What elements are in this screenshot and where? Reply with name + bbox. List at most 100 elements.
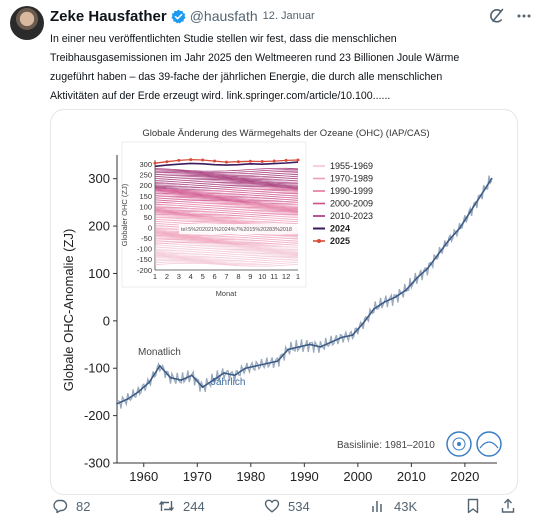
main-y-tick-label: -100 — [84, 361, 110, 376]
inset-x-tick-label: 2 — [165, 272, 169, 281]
annual-point — [415, 277, 418, 280]
author-handle[interactable]: @hausfath — [189, 8, 258, 24]
share-button[interactable] — [500, 498, 516, 514]
inset-y-tick-label: 0 — [148, 223, 152, 232]
annual-point — [373, 308, 375, 310]
inset-points-2025 — [153, 158, 300, 165]
annual-point — [383, 300, 386, 303]
reply-count: 82 — [76, 498, 91, 514]
legend-marker — [317, 239, 321, 243]
inset-year-line — [154, 262, 299, 267]
views-count: 43K — [394, 498, 418, 514]
inset-point-2025 — [260, 159, 264, 163]
inset-point-2025 — [165, 160, 169, 164]
bookmark-icon — [467, 498, 479, 514]
inset-year-line — [154, 204, 299, 209]
post-text-line: Aktivitäten auf der Erde erzeugt wird. l… — [50, 90, 391, 102]
like-count: 534 — [288, 498, 310, 514]
inset-year-line — [154, 246, 299, 250]
reply-button[interactable]: 82 — [52, 498, 90, 514]
annual-point — [212, 379, 215, 381]
inset-year-line — [154, 239, 299, 243]
annual-point — [244, 367, 247, 370]
inset-year-line — [154, 205, 299, 210]
post-date[interactable]: 12. Januar — [262, 10, 315, 22]
inset-y-axis-label: Globaler OHC (ZJ) — [120, 183, 129, 246]
repost-button[interactable]: 244 — [158, 498, 205, 514]
inset-year-line — [154, 202, 298, 207]
inset-y-tick-label: -50 — [141, 234, 152, 243]
inset-year-line — [154, 234, 299, 239]
main-x-tick-label: 2020 — [450, 469, 479, 484]
reply-icon — [53, 499, 68, 514]
repost-count: 244 — [183, 498, 205, 514]
annual-point — [233, 374, 236, 377]
inset-year-line — [154, 218, 299, 222]
inset-x-tick-label: 1 — [296, 272, 300, 281]
inset-x-axis-label: Monat — [216, 289, 238, 298]
inset-year-line — [154, 215, 299, 220]
author-name[interactable]: Zeke Hausfather — [50, 7, 167, 25]
views-icon — [372, 501, 382, 512]
inset-year-line — [154, 194, 299, 199]
bookmark-button[interactable] — [466, 498, 480, 514]
inset-x-ticks: 1 2 3 4 5 6 7 8 9 10 11 12 1 — [153, 272, 300, 281]
inset-year-line — [154, 243, 299, 248]
inset-year-line — [154, 188, 299, 193]
inset-x-tick-label: 1 — [153, 272, 157, 281]
like-button[interactable]: 534 — [264, 498, 310, 514]
inset-y-tick-label: 150 — [139, 192, 152, 201]
inset-point-2025 — [201, 158, 205, 162]
inset-year-line — [154, 184, 299, 189]
annual-point — [148, 381, 151, 384]
views-button[interactable]: 43K — [370, 498, 417, 514]
main-x-tick-label: 1960 — [129, 469, 158, 484]
annual-point — [158, 364, 161, 367]
iap-logo-icon — [476, 431, 502, 457]
annual-point — [180, 379, 183, 381]
annotation-monatlich: Monatlich — [138, 347, 181, 358]
inset-year-line — [154, 216, 299, 221]
main-y-ticks: -300 -200 -100 0 100 200 300 — [84, 171, 117, 471]
annual-points — [116, 177, 493, 405]
annotation-jaehrlich: Jährlich — [211, 377, 245, 388]
annual-point — [126, 398, 129, 400]
inset-year-line — [154, 241, 299, 246]
annual-point — [394, 296, 397, 299]
avatar[interactable] — [10, 6, 44, 40]
annual-point — [480, 194, 482, 197]
inset-overlay-text: tel:5%20202‌1%2024%7%2015%20283%2018 — [181, 227, 292, 233]
annual-point — [405, 289, 407, 291]
more-options-icon[interactable] — [516, 8, 532, 24]
media-image[interactable]: -300 -200 -100 0 100 200 300 1960 1970 1980 1990 2… — [50, 109, 518, 495]
inset-point-2025 — [248, 159, 252, 163]
annual-line — [116, 178, 493, 405]
inset-point-2025 — [189, 158, 193, 162]
grok-icon[interactable] — [488, 8, 504, 24]
inset-x-tick-label: 5 — [201, 272, 205, 281]
inset-point-2025 — [177, 158, 181, 162]
main-x-tick-label: 1980 — [236, 469, 265, 484]
inset-year-line — [154, 170, 299, 175]
inset-x-tick-label: 4 — [189, 272, 193, 281]
annual-point — [137, 391, 140, 393]
annual-point — [319, 346, 322, 348]
annual-point — [276, 360, 279, 363]
inset-chart: Globale Änderung des Wärmegehalts der Oz… — [120, 128, 430, 298]
inset-x-tick-label: 9 — [248, 272, 252, 281]
annual-point — [223, 372, 225, 374]
annual-point — [426, 267, 429, 270]
inset-line-2024 — [154, 161, 299, 168]
main-x-tick-label: 2010 — [397, 469, 426, 484]
post-actions: 82 244 534 43K — [0, 495, 544, 525]
inset-y-tick-label: 100 — [139, 202, 152, 211]
cas-logo-icon — [446, 431, 472, 457]
inset-y-tick-label: 200 — [139, 181, 152, 190]
inset-year-line — [155, 247, 299, 252]
inset-year-line — [154, 181, 299, 186]
annual-point — [191, 374, 193, 377]
main-x-ticks: 1960 1970 1980 1990 2000 2010 2020 — [129, 463, 479, 484]
